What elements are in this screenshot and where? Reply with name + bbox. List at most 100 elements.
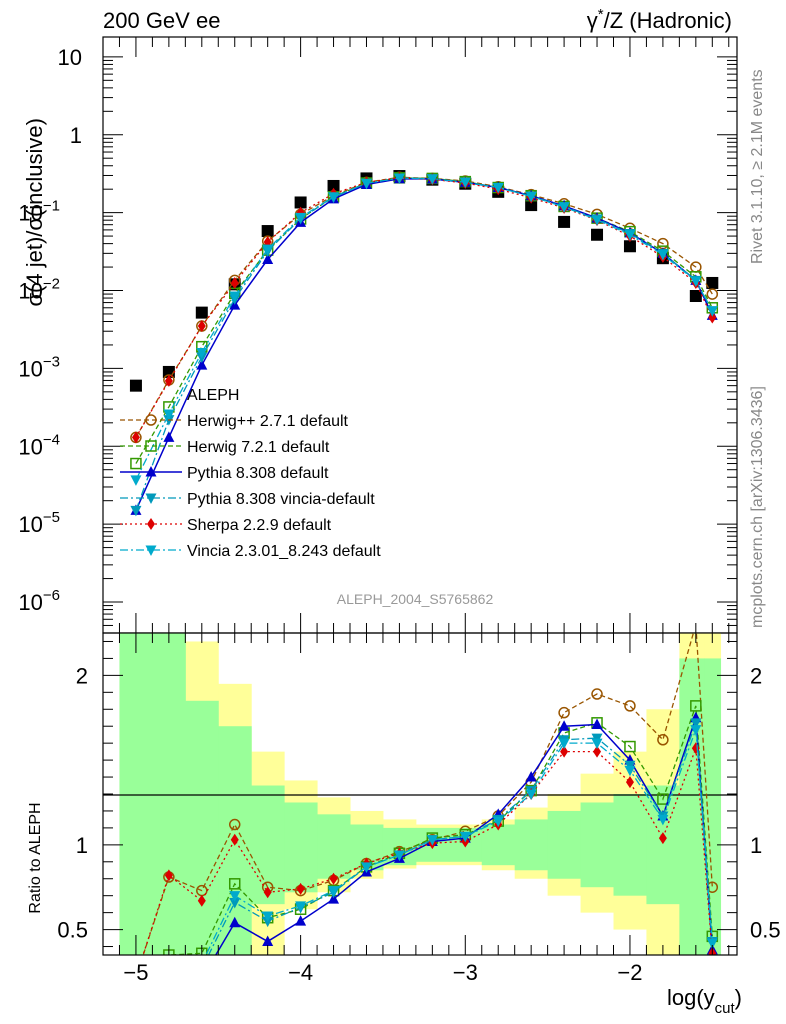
ratio-point-herwig-2-7-1-default xyxy=(591,688,603,700)
ratio-point-vincia-2-3-01-8-243-default xyxy=(591,738,603,750)
data-point-sherpa-2-2-9-default xyxy=(230,276,239,289)
x-tick-label: −4 xyxy=(288,960,313,985)
stat-uncertainty-band xyxy=(613,794,647,896)
data-point-pythia-8-308-default xyxy=(262,253,274,265)
legend-label: ALEPH xyxy=(187,387,239,404)
ratio-point-herwig-7-2-1-default xyxy=(228,878,241,890)
ratio-point-sherpa-2-2-9-default xyxy=(263,886,272,899)
ratio-point-herwig-2-7-1-default xyxy=(228,818,241,831)
stat-uncertainty-band xyxy=(704,658,722,955)
data-point-vincia-2-3-01-8-243-default xyxy=(492,183,504,194)
data-point-vincia-2-3-01-8-243-default xyxy=(459,177,471,189)
y-tick-label: 10−3 xyxy=(18,353,60,381)
data-point-vincia-2-3-01-8-243-default xyxy=(262,244,274,256)
ratio-series-vincia-2-3-01-8-243-default xyxy=(205,725,718,955)
ratio-panel: 0.5 0.5 1 1 2 2 −5 −4 −3 −2 Ratio to ALEPH log(yc… xyxy=(27,632,781,1017)
legend-entry-vincia-2-3-01-8-243-default: Vincia 2.3.01_8.243 default xyxy=(120,543,381,560)
stat-uncertainty-band xyxy=(317,814,351,879)
analysis-watermark: ALEPH_2004_S5765862 xyxy=(337,591,494,607)
ratio-uncertainty-bands xyxy=(119,633,722,955)
data-point-vincia-2-3-01-8-243-default xyxy=(328,192,340,203)
y-tick-label: 10−6 xyxy=(18,587,60,615)
ratio-point-vincia-2-3-01-8-243-default xyxy=(624,765,636,777)
stat-uncertainty-band xyxy=(185,700,219,955)
series-line-pythia-8-308-vincia-default xyxy=(135,177,713,511)
stat-uncertainty-band xyxy=(481,824,516,866)
ratio-point-sherpa-2-2-9-default xyxy=(625,776,634,789)
ratio-point-vincia-2-3-01-8-243-default xyxy=(690,725,702,736)
stat-uncertainty-band xyxy=(152,633,186,955)
ratio-point-sherpa-2-2-9-default xyxy=(197,894,206,907)
ratio-point-sherpa-2-2-9-default xyxy=(164,869,173,882)
series-vincia-2-3-01-8-243-default xyxy=(130,173,718,486)
legend: ALEPH Herwig++ 2.7.1 default Herwig 7.2.1 … xyxy=(120,387,381,560)
legend-marker xyxy=(145,414,157,426)
stat-uncertainty-band xyxy=(646,785,680,905)
ratio-point-vincia-2-3-01-8-243-default xyxy=(393,850,405,862)
legend-label: Herwig 7.2.1 default xyxy=(187,439,330,456)
legend-label: Herwig++ 2.7.1 default xyxy=(187,413,349,430)
ratio-point-sherpa-2-2-9-default xyxy=(593,745,602,758)
plot-header-right: γ*/Z (Hadronic) xyxy=(587,6,732,33)
legend-marker xyxy=(147,518,155,530)
legend-entry-pythia-8-308-vincia-default: Pythia 8.308 vincia-default xyxy=(120,491,375,508)
legend-marker xyxy=(145,466,157,477)
main-series-layer xyxy=(129,170,719,517)
ratio-series-sherpa-2-2-9-default xyxy=(142,742,717,955)
ratio-point-herwig-2-7-1-default xyxy=(624,700,636,712)
series-aleph xyxy=(129,170,719,392)
data-point-vincia-2-3-01-8-243-default xyxy=(624,230,636,241)
data-point-sherpa-2-2-9-default xyxy=(164,374,173,387)
data-point-vincia-2-3-01-8-243-default xyxy=(558,202,570,214)
x-axis-title: log(ycut) xyxy=(667,985,742,1017)
ratio-y-axis-title: Ratio to ALEPH xyxy=(27,802,44,913)
data-point-aleph xyxy=(525,199,538,212)
ratio-point-sherpa-2-2-9-default xyxy=(296,882,305,895)
ratio-point-pythia-8-308-default xyxy=(295,915,307,926)
x-tick-label: −2 xyxy=(617,960,642,985)
legend-marker xyxy=(145,493,157,504)
ratio-point-vincia-2-3-01-8-243-default xyxy=(262,911,274,923)
ratio-series-layer xyxy=(142,633,719,955)
ratio-point-vincia-2-3-01-8-243-default xyxy=(459,831,471,843)
data-point-vincia-2-3-01-8-243-default xyxy=(163,409,175,420)
legend-marker xyxy=(145,440,157,452)
data-point-sherpa-2-2-9-default xyxy=(197,320,206,333)
legend-marker xyxy=(145,545,157,556)
stat-uncertainty-band xyxy=(119,633,153,955)
ratio-point-pythia-8-308-default xyxy=(262,935,274,946)
data-point-pythia-8-308-default xyxy=(163,431,175,442)
ratio-axis-ticks: 0.5 0.5 1 1 2 2 −5 −4 −3 −2 xyxy=(57,633,781,985)
ratio-point-vincia-2-3-01-8-243-default xyxy=(229,891,241,902)
ratio-point-sherpa-2-2-9-default xyxy=(658,832,667,845)
ratio-point-herwig-2-7-1-default xyxy=(558,706,570,719)
stat-uncertainty-band xyxy=(580,802,614,888)
main-axis-ticks: 10 1 10−1 10−2 10−3 10−4 10−5 10−6 xyxy=(18,37,737,634)
data-point-vincia-2-3-01-8-243-default xyxy=(130,475,142,486)
data-point-aleph xyxy=(129,379,142,392)
data-point-vincia-2-3-01-8-243-default xyxy=(591,215,603,226)
data-point-sherpa-2-2-9-default xyxy=(708,311,717,324)
data-point-vincia-2-3-01-8-243-default xyxy=(706,306,718,317)
ratio-y-tick-label-right: 0.5 xyxy=(750,918,781,943)
legend-label: Pythia 8.308 vincia-default xyxy=(187,491,375,508)
ratio-point-vincia-2-3-01-8-243-default xyxy=(295,901,307,912)
ratio-point-vincia-2-3-01-8-243-default xyxy=(328,886,340,897)
data-point-pythia-8-308-default xyxy=(196,359,208,370)
ratio-point-sherpa-2-2-9-default xyxy=(230,833,239,846)
data-point-pythia-8-308-vincia-default xyxy=(130,505,142,517)
ratio-point-herwig-7-2-1-default xyxy=(624,740,636,753)
y-tick-label: 10−1 xyxy=(18,198,60,226)
ratio-point-vincia-2-3-01-8-243-default xyxy=(426,835,438,846)
ratio-point-herwig-2-7-1-default xyxy=(657,734,669,746)
ratio-point-sherpa-2-2-9-default xyxy=(560,745,569,758)
ratio-point-vincia-2-3-01-8-243-default xyxy=(657,814,669,826)
data-point-vincia-2-3-01-8-243-default xyxy=(360,178,372,190)
y-tick-label: 10−4 xyxy=(18,431,60,459)
series-pythia-8-308-default xyxy=(130,172,718,515)
ratio-point-vincia-2-3-01-8-243-default xyxy=(360,862,372,873)
ratio-y-tick-label-right: 2 xyxy=(750,663,762,688)
legend-entry-aleph: ALEPH xyxy=(187,387,239,404)
ratio-point-vincia-2-3-01-8-243-default xyxy=(525,789,537,800)
